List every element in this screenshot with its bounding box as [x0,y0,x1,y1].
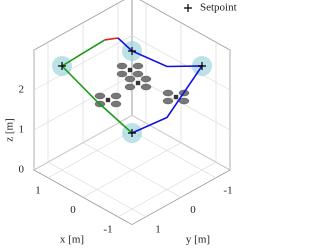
grid [33,0,231,226]
legend-label: Setpoint [200,2,237,14]
z-tick-label: 1 [19,124,25,136]
z-tick-label: 2 [19,84,25,96]
setpoint [128,129,136,137]
grid-line [47,161,147,218]
drone [124,75,152,91]
setpoint [58,62,66,70]
plot [52,37,212,143]
grid-line [131,115,231,171]
drone [116,62,144,78]
grid-line [131,35,231,91]
y-tick-label: 1 [155,223,161,235]
z-axis-label: z [m] [4,118,16,142]
y-tick-label: 0 [190,204,196,216]
z-tick-label: 0 [19,164,25,176]
x-tick-label: 1 [35,184,41,196]
grid-line [33,35,133,91]
drones [94,62,190,108]
x-axis-label: x [m] [60,234,84,246]
trajectory [61,39,106,67]
setpoint [128,47,136,55]
x-tick-label: 0 [70,204,76,216]
trajectory [104,37,119,41]
trajectory [117,37,204,134]
legend-marker [184,4,192,12]
trajectory [61,65,133,134]
drone [94,92,122,108]
y-tick-label: -1 [223,184,232,196]
setpoint [198,62,206,70]
x-tick-label: -1 [103,223,112,235]
grid-line [33,115,133,171]
grid-line [82,142,182,198]
grid-line [33,75,133,131]
y-axis-label: y [m] [186,234,210,246]
